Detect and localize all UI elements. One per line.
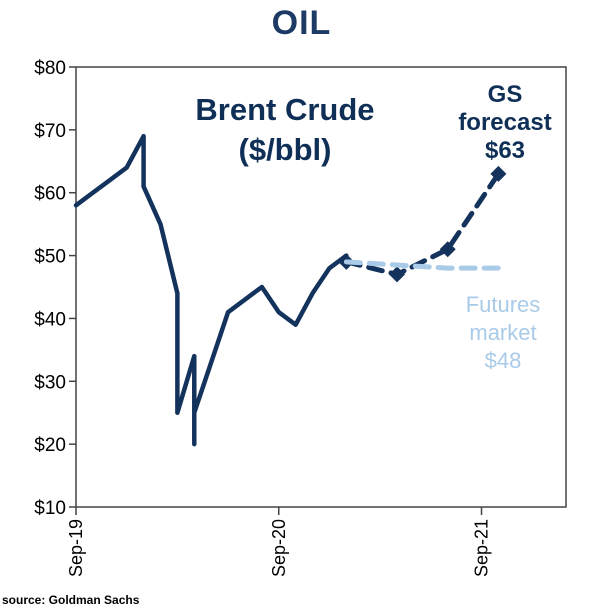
chart-title: OIL — [271, 4, 332, 42]
forecast-point — [490, 165, 507, 182]
y-tick-label: $20 — [34, 435, 66, 456]
y-tick-label: $70 — [34, 121, 66, 142]
forecast-point — [389, 266, 406, 283]
x-tick-label: Sep-19 — [66, 519, 86, 577]
futures-label-line3: $48 — [485, 348, 522, 373]
y-tick-label: $60 — [34, 184, 66, 205]
series-line-2 — [343, 259, 501, 271]
source-note: source: Goldman Sachs — [2, 593, 140, 607]
plot-frame — [75, 66, 567, 508]
y-tick-label: $10 — [34, 498, 66, 519]
forecast-point — [439, 241, 456, 258]
plot-border — [75, 66, 567, 508]
series-title-line1: Brent Crude — [195, 92, 374, 127]
gs-label-line1: GS — [488, 81, 523, 108]
gs-label-line3: $63 — [485, 137, 525, 164]
series-title-line2: ($/bbl) — [239, 132, 332, 167]
y-tick-label: $50 — [34, 247, 66, 268]
y-axis: $10 $20 $30 $40 $50 $60 $70 $80 — [34, 58, 76, 519]
futures-label-line2: market — [469, 320, 536, 345]
x-tick-label: Sep-21 — [472, 519, 492, 577]
x-tick-label: Sep-20 — [269, 519, 289, 577]
futures-label-line1: Futures — [466, 292, 541, 317]
y-tick-label: $80 — [34, 58, 66, 79]
x-axis: Sep-19 Sep-20 Sep-21 — [66, 507, 492, 577]
y-tick-label: $40 — [34, 309, 66, 330]
series-layer — [73, 133, 507, 447]
series-line-0 — [73, 133, 349, 447]
y-tick-label: $30 — [34, 372, 66, 393]
series-line-1 — [343, 171, 501, 277]
gs-label-line2: forecast — [458, 109, 551, 136]
